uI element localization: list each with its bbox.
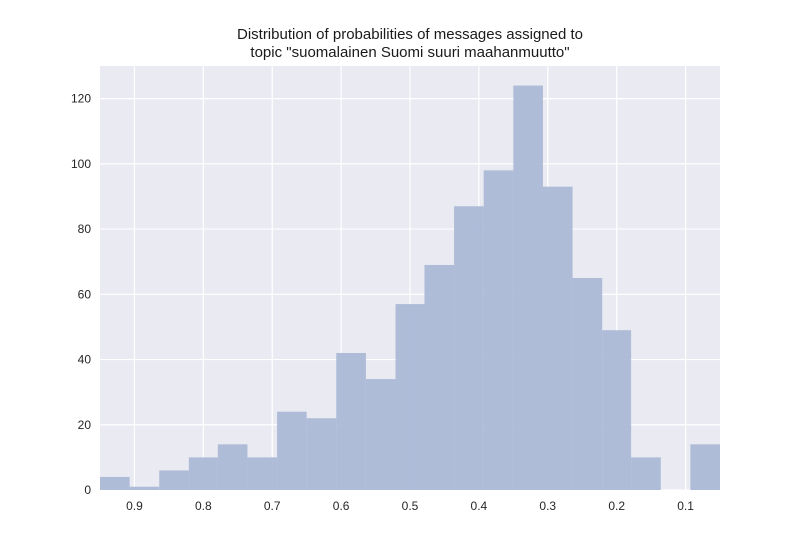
x-tick-label: 0.2 [608,499,625,513]
y-tick-label: 80 [78,222,92,236]
y-tick-label: 20 [78,418,92,432]
histogram-bar [100,476,130,490]
histogram-bar [572,278,603,490]
histogram-bar [336,353,366,490]
histogram-bar [424,264,455,490]
x-tick-label: 0.4 [471,499,488,513]
x-axis-ticks: 0.9 0.8 0.7 0.6 0.5 0.4 0.3 0.2 0.1 [126,499,694,513]
histogram-bar [631,457,661,490]
x-tick-label: 0.3 [539,499,556,513]
y-tick-label: 40 [78,353,92,367]
histogram-bar [690,444,720,490]
y-tick-label: 0 [84,483,91,497]
x-tick-label: 0.7 [264,499,281,513]
histogram-bar [217,444,248,490]
x-tick-label: 0.1 [677,499,694,513]
x-tick-label: 0.5 [402,499,419,513]
histogram-bar [365,379,396,490]
histogram-bar [513,85,543,491]
histogram-bar [542,186,573,490]
y-axis-ticks: 0 20 40 60 80 100 120 [71,92,91,497]
x-tick-label: 0.8 [195,499,212,513]
y-tick-label: 100 [71,157,91,171]
histogram-bar [159,470,189,490]
histogram-bar [306,418,337,490]
histogram-bar [395,304,425,490]
histogram-bar [454,206,484,490]
histogram-bar [188,457,218,490]
chart-title-line-1: Distribution of probabilities of message… [237,26,583,43]
chart-title-line-2: topic "suomalainen Suomi suuri maahanmuu… [250,44,569,61]
histogram-bar [483,170,514,490]
x-tick-label: 0.9 [126,499,143,513]
histogram-bars [100,85,720,491]
histogram-bar [602,330,632,490]
histogram-bar [129,486,160,490]
x-tick-label: 0.6 [333,499,350,513]
y-tick-label: 60 [78,287,92,301]
y-tick-label: 120 [71,92,91,106]
histogram-bar [277,411,307,490]
histogram-bar [247,457,278,490]
